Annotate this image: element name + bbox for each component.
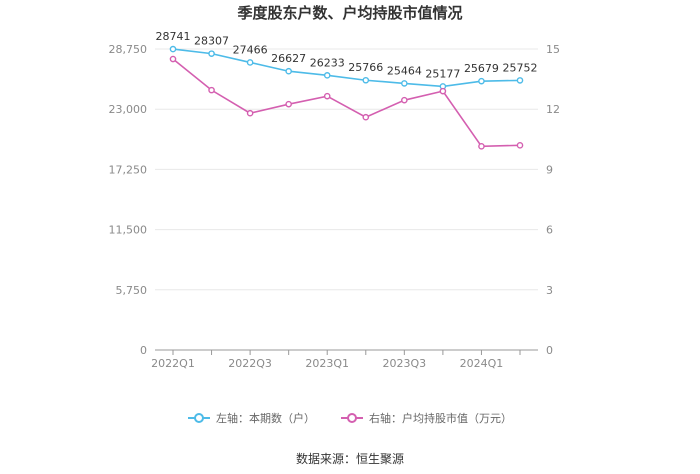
right-series-point <box>362 113 370 121</box>
left-series-data-label: 25766 <box>348 61 383 74</box>
right-axis-tick-label: 0 <box>546 344 553 357</box>
left-series-data-label: 28741 <box>156 30 191 43</box>
right-series-point <box>246 109 254 117</box>
right-axis-tick-label: 9 <box>546 163 553 176</box>
legend-item-right-series[interactable]: 右轴：户均持股市值（万元） <box>341 410 512 426</box>
left-series-data-label: 25177 <box>425 67 460 80</box>
x-axis-tick-label: 2023Q1 <box>305 357 349 370</box>
left-axis-tick-label: 5,750 <box>116 284 148 297</box>
right-series-point <box>323 92 331 100</box>
right-axis-tick-label: 3 <box>546 284 553 297</box>
right-series-point <box>208 86 215 94</box>
right-series-point <box>401 96 408 104</box>
left-axis-tick-label: 11,500 <box>109 224 148 237</box>
right-axis-tick-label: 12 <box>546 103 560 116</box>
left-series-point <box>478 77 485 85</box>
x-axis-tick-label: 2022Q1 <box>151 357 195 370</box>
left-series-point <box>516 77 524 84</box>
left-axis-tick-label: 28,750 <box>109 43 148 56</box>
left-axis-tick-label: 23,000 <box>109 103 148 116</box>
legend-line-marker-icon <box>188 413 210 423</box>
legend-item-left-series[interactable]: 左轴：本期数（户） <box>188 410 315 426</box>
left-series-point <box>401 80 408 87</box>
left-series-point <box>323 72 331 79</box>
x-axis-tick-label: 2022Q3 <box>228 357 272 370</box>
left-series-data-label: 28307 <box>194 35 229 48</box>
right-series-point <box>516 142 524 149</box>
left-series-line <box>172 48 521 88</box>
left-series-data-label: 26233 <box>310 56 345 69</box>
left-series-point <box>246 59 254 66</box>
x-axis-tick-label: 2024Q1 <box>460 357 504 370</box>
legend: 左轴：本期数（户） 右轴：户均持股市值（万元） <box>0 410 700 426</box>
chart-canvas: 0 5,750 11,500 17,250 23,000 28,750 0 3 6 9 12 15 20… <box>109 30 561 370</box>
data-source-note: 数据来源：恒生聚源 <box>295 452 404 466</box>
left-series-point <box>285 67 292 75</box>
legend-label-left-series: 左轴：本期数（户） <box>216 412 315 425</box>
left-series-data-label: 27466 <box>233 43 268 56</box>
left-series-data-label: 26627 <box>271 52 306 65</box>
right-series-point <box>285 100 292 108</box>
right-series-point <box>169 55 177 63</box>
left-series-data-label: 25464 <box>387 64 422 77</box>
chart-title: 季度股东户数、户均持股市值情况 <box>237 4 463 22</box>
left-series-point <box>208 50 215 57</box>
left-series-data-label: 25752 <box>503 61 538 74</box>
left-series-point <box>169 45 177 53</box>
right-series-line <box>172 58 521 148</box>
legend-label-right-series: 右轴：户均持股市值（万元） <box>369 412 512 425</box>
left-series-point <box>362 76 370 84</box>
right-axis-tick-label: 6 <box>546 224 553 237</box>
left-axis-tick-label: 17,250 <box>109 163 148 176</box>
legend-line-marker-icon <box>341 413 363 423</box>
left-series-data-label: 25679 <box>464 62 499 75</box>
left-axis-tick-label: 0 <box>140 344 147 357</box>
right-axis-tick-label: 15 <box>546 43 560 56</box>
right-series-point <box>478 143 485 150</box>
x-axis-tick-label: 2023Q3 <box>383 357 427 370</box>
right-series-point <box>439 87 447 95</box>
